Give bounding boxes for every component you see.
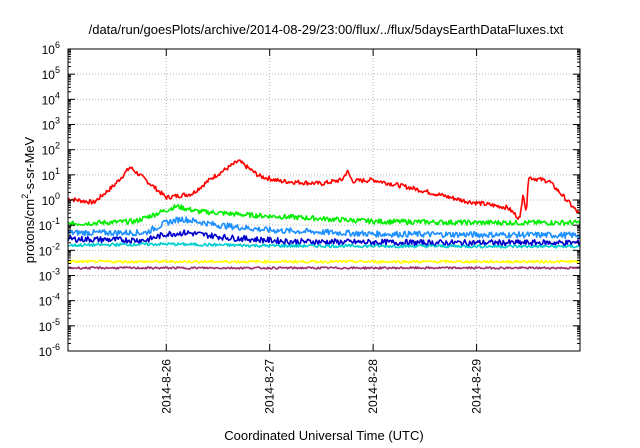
y-tick-label-base: 10 [42, 43, 56, 57]
x-tick-label: 2014-8-27 [263, 359, 277, 414]
y-tick-label-base: 10 [42, 93, 56, 107]
y-tick-label-base: 10 [39, 244, 53, 258]
y-tick-label-exponent: 5 [55, 65, 60, 75]
y-axis-label-rest: -s-sr-MeV [22, 136, 37, 193]
y-tick-label: 104 [42, 90, 60, 107]
y-tick-label-base: 10 [39, 345, 53, 359]
y-axis-label: protons/cm2-s-sr-MeV [20, 136, 37, 263]
x-axis-label: Coordinated Universal Time (UTC) [224, 428, 423, 443]
series-line-4 [67, 229, 581, 247]
y-tick-label-base: 10 [39, 270, 53, 284]
y-ticks: 10610510410310210110010-110-210-310-410-… [39, 40, 580, 359]
series-line-6 [67, 259, 581, 264]
x-tick-label: 2014-8-28 [366, 359, 380, 414]
y-tick-label: 10-2 [39, 241, 60, 258]
series-group [67, 159, 581, 270]
y-tick-label: 10-6 [39, 342, 60, 359]
y-tick-label-base: 10 [39, 219, 53, 233]
y-tick-label-base: 10 [42, 68, 56, 82]
grid [68, 49, 580, 351]
chart-title: /data/run/goesPlots/archive/2014-08-29/2… [89, 22, 564, 37]
x-ticks: 2014-8-26 2014-8-27 2014-8-28 2014-8-29 [159, 49, 484, 414]
y-tick-label: 101 [42, 166, 60, 183]
y-tick-label-exponent: -2 [52, 241, 60, 251]
y-axis-label-sup: 2 [20, 194, 30, 199]
y-tick-label-exponent: -1 [52, 216, 60, 226]
y-tick-label: 10-5 [39, 317, 60, 334]
x-tick-label: 2014-8-29 [470, 359, 484, 414]
y-tick-label-base: 10 [42, 144, 56, 158]
y-tick-label-base: 10 [39, 320, 53, 334]
y-tick-label: 105 [42, 65, 60, 82]
y-axis-label-main: protons/cm [22, 199, 37, 263]
y-tick-label-exponent: 6 [55, 40, 60, 50]
y-tick-label-exponent: -6 [52, 342, 60, 352]
y-tick-label-exponent: -4 [52, 292, 60, 302]
series-line-2 [67, 204, 581, 227]
y-tick-label-base: 10 [42, 119, 56, 133]
y-tick-label: 103 [42, 116, 60, 133]
series-line-1 [67, 159, 581, 220]
series-line-7 [67, 266, 581, 270]
y-tick-label: 10-4 [39, 292, 60, 309]
y-tick-label-exponent: 3 [55, 116, 60, 126]
y-tick-label: 100 [42, 191, 60, 208]
y-tick-label-exponent: 0 [55, 191, 60, 201]
x-tick-label: 2014-8-26 [159, 359, 173, 414]
y-tick-label-exponent: 1 [55, 166, 60, 176]
y-tick-label-base: 10 [39, 295, 53, 309]
y-tick-label-base: 10 [42, 194, 56, 208]
y-tick-label-exponent: -5 [52, 317, 60, 327]
y-tick-label: 106 [42, 40, 60, 57]
y-tick-label-base: 10 [42, 169, 56, 183]
y-tick-label: 10-3 [39, 267, 60, 284]
y-tick-label-exponent: 2 [55, 141, 60, 151]
y-tick-label: 102 [42, 141, 60, 158]
series-line-3 [67, 216, 581, 239]
y-tick-label-exponent: 4 [55, 90, 60, 100]
y-tick-label: 10-1 [39, 216, 60, 233]
y-tick-label-exponent: -3 [52, 267, 60, 277]
series-line-5 [67, 241, 581, 249]
